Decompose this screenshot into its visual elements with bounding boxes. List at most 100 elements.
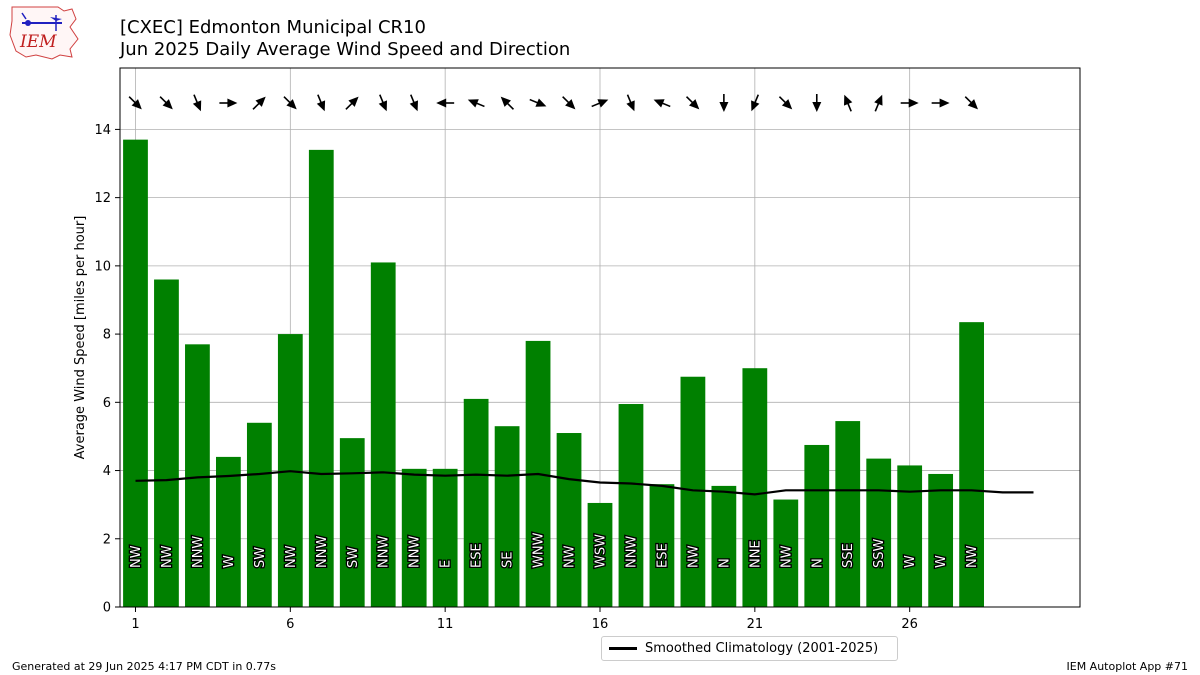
direction-label: NW	[779, 545, 794, 568]
wind-arrow-head	[908, 98, 919, 108]
wind-arrow-head	[286, 99, 297, 110]
wind-arrow	[591, 99, 609, 108]
y-tick-label: 4	[103, 464, 111, 479]
direction-label: SSW	[872, 538, 887, 568]
direction-label: WNW	[532, 532, 547, 568]
wind-speed-bar	[711, 485, 737, 607]
wind-arrow	[159, 96, 173, 110]
direction-label: ESE	[470, 543, 485, 568]
direction-label: NNW	[377, 536, 392, 568]
x-tick-label: 16	[592, 617, 609, 632]
direction-label: WSW	[594, 534, 609, 568]
svg-text:IEM: IEM	[19, 32, 57, 52]
wind-speed-bar	[463, 398, 489, 607]
app-credit: IEM Autoplot App #71	[1066, 660, 1189, 673]
wind-arrow	[345, 96, 359, 110]
y-tick-label: 10	[94, 259, 111, 274]
y-tick-label: 8	[103, 328, 111, 343]
direction-label: SW	[346, 547, 361, 568]
wind-arrow	[128, 96, 142, 110]
wind-arrow-head	[162, 99, 173, 110]
wind-speed-bar	[742, 368, 768, 607]
x-tick-label: 6	[286, 617, 294, 632]
direction-label: E	[439, 560, 454, 568]
wind-arrow-head	[689, 99, 700, 110]
wind-arrow-head	[535, 98, 547, 107]
wind-arrow-head	[781, 99, 793, 110]
wind-speed-bar	[804, 444, 830, 607]
wind-arrow-head	[653, 99, 665, 108]
wind-arrow-head	[131, 99, 142, 110]
wind-speed-bar	[928, 473, 954, 607]
wind-arrow	[685, 96, 700, 110]
direction-label: N	[810, 558, 825, 568]
wind-speed-bar	[401, 468, 427, 607]
direction-label: N	[717, 558, 732, 568]
wind-speed-bar	[680, 376, 706, 607]
wind-arrow-head	[378, 100, 387, 112]
chart-title-block: [CXEC] Edmonton Municipal CR10 Jun 2025 …	[120, 17, 570, 61]
wind-arrow	[436, 98, 455, 108]
direction-label: NW	[129, 545, 144, 568]
wind-speed-bar	[494, 426, 520, 607]
y-tick-label: 0	[103, 601, 111, 616]
wind-speed-bar	[123, 139, 148, 608]
y-tick-label: 14	[94, 123, 111, 138]
wind-arrow	[719, 94, 729, 112]
wind-arrow	[900, 98, 919, 108]
direction-label: NW	[686, 545, 701, 568]
y-tick-label: 6	[103, 396, 111, 411]
direction-labels-layer: NW NW NNW W SW NW NNW SW NNW NNW E ESE SE WNW NW WSW NNW…	[128, 531, 982, 569]
wind-arrow-head	[409, 100, 418, 112]
wind-arrow	[500, 96, 515, 110]
direction-label: NW	[284, 545, 299, 568]
direction-label: NNE	[748, 540, 763, 568]
wind-arrow-head	[812, 102, 822, 112]
wind-arrow-head	[626, 100, 635, 112]
wind-arrow	[931, 98, 950, 108]
direction-label: NW	[160, 545, 175, 568]
legend-label: Smoothed Climatology (2001-2025)	[645, 641, 879, 656]
wind-arrow	[219, 98, 238, 108]
wind-arrow-head	[939, 98, 950, 108]
wind-speed-bar	[308, 149, 334, 607]
wind-arrow-head	[500, 96, 511, 107]
direction-label: SE	[501, 552, 516, 568]
wind-speed-bar	[185, 344, 210, 607]
wind-speed-bar	[216, 456, 241, 607]
wind-arrow-head	[751, 100, 760, 112]
legend-line-swatch	[609, 647, 637, 650]
wind-arrow-head	[227, 98, 238, 108]
chart-title: [CXEC] Edmonton Municipal CR10	[120, 17, 426, 38]
y-axis-label: Average Wind Speed [miles per hour]	[73, 216, 88, 460]
wind-arrow	[751, 94, 760, 112]
wind-arrow	[964, 96, 978, 110]
x-tick-label: 26	[901, 617, 918, 632]
wind-speed-bar	[154, 279, 179, 607]
wind-arrow	[529, 98, 547, 107]
direction-label: NW	[965, 545, 980, 568]
wind-arrow	[874, 94, 883, 112]
wind-arrow	[562, 96, 576, 110]
y-tick-label: 2	[103, 532, 111, 547]
y-tick-label: 12	[94, 191, 111, 206]
chart-subtitle: Jun 2025 Daily Average Wind Speed and Di…	[120, 39, 571, 60]
wind-arrow-head	[874, 94, 883, 106]
climatology-line-layer	[135, 470, 1034, 496]
wind-speed-bar	[959, 322, 984, 607]
direction-label: W	[903, 555, 918, 568]
climatology-line	[135, 470, 1034, 496]
direction-label: SW	[253, 547, 268, 568]
wind-speed-bar	[556, 433, 582, 607]
wind-arrow	[812, 94, 822, 112]
direction-label: NNW	[408, 536, 423, 568]
direction-label: NNW	[624, 536, 639, 568]
wind-speed-bar	[432, 468, 458, 607]
wind-arrow-head	[348, 96, 359, 107]
direction-label: W	[934, 555, 949, 568]
bars-layer	[123, 139, 984, 608]
wind-speed-bar	[897, 465, 923, 607]
wind-arrow-head	[467, 99, 479, 108]
x-tick-label: 1	[131, 617, 139, 632]
